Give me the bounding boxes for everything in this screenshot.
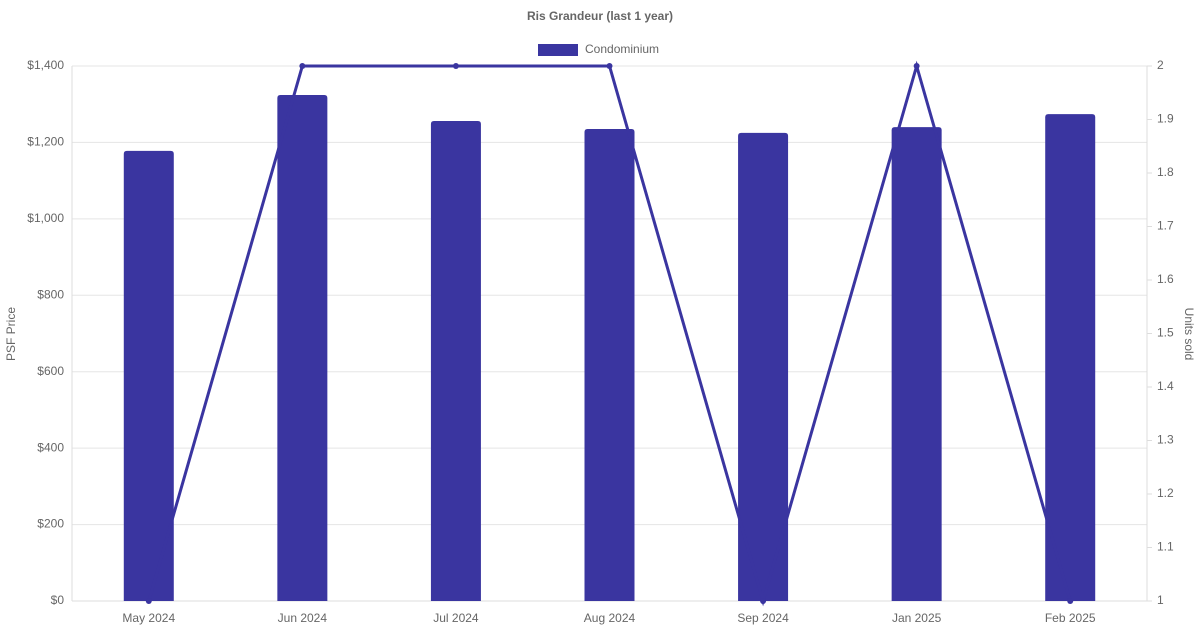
y-tick-label: $1,200 xyxy=(27,135,64,149)
legend-swatch xyxy=(538,44,578,56)
x-tick-label: Aug 2024 xyxy=(584,611,636,625)
y-tick-label: $200 xyxy=(37,517,64,531)
x-tick-label: May 2024 xyxy=(122,611,175,625)
y2-tick-label: 1.2 xyxy=(1157,486,1174,500)
legend-label: Condominium xyxy=(585,42,659,56)
y2-tick-label: 2 xyxy=(1157,58,1164,72)
x-tick-label: Feb 2025 xyxy=(1045,611,1096,625)
y2-tick-label: 1.8 xyxy=(1157,165,1174,179)
x-tick-label: Jun 2024 xyxy=(278,611,328,625)
line-point xyxy=(145,598,152,604)
y-axis-label: PSF Price xyxy=(4,307,18,361)
line-point xyxy=(913,63,920,69)
bar xyxy=(277,95,328,602)
line-point xyxy=(299,63,306,69)
y-tick-label: $1,400 xyxy=(27,58,64,72)
line-point xyxy=(1067,598,1074,604)
y2-tick-label: 1.5 xyxy=(1157,326,1174,340)
bar xyxy=(738,132,789,601)
y-tick-label: $400 xyxy=(37,440,64,454)
bar xyxy=(891,127,942,602)
y-tick-label: $800 xyxy=(37,287,64,301)
x-tick-label: Jan 2025 xyxy=(892,611,942,625)
y2-axis-label: Units sold xyxy=(1182,308,1196,361)
chart-title: Ris Grandeur (last 1 year) xyxy=(527,9,673,23)
y-tick-label: $600 xyxy=(37,364,64,378)
line-point xyxy=(452,63,459,69)
x-tick-label: Jul 2024 xyxy=(433,611,479,625)
bar xyxy=(123,150,174,602)
y2-tick-label: 1.3 xyxy=(1157,433,1174,447)
line-point xyxy=(760,598,767,604)
y2-tick-label: 1.4 xyxy=(1157,379,1174,393)
y2-tick-label: 1.7 xyxy=(1157,219,1174,233)
y2-tick-label: 1.9 xyxy=(1157,112,1174,126)
y-tick-label: $1,000 xyxy=(27,211,64,225)
y2-tick-label: 1.1 xyxy=(1157,540,1174,554)
y2-tick-label: 1 xyxy=(1157,593,1164,607)
y2-tick-label: 1.6 xyxy=(1157,272,1174,286)
bar xyxy=(584,129,635,601)
y-tick-label: $0 xyxy=(51,593,65,607)
bar xyxy=(430,121,481,602)
line-point xyxy=(606,63,613,69)
x-tick-label: Sep 2024 xyxy=(737,611,789,625)
bar xyxy=(1045,114,1096,602)
